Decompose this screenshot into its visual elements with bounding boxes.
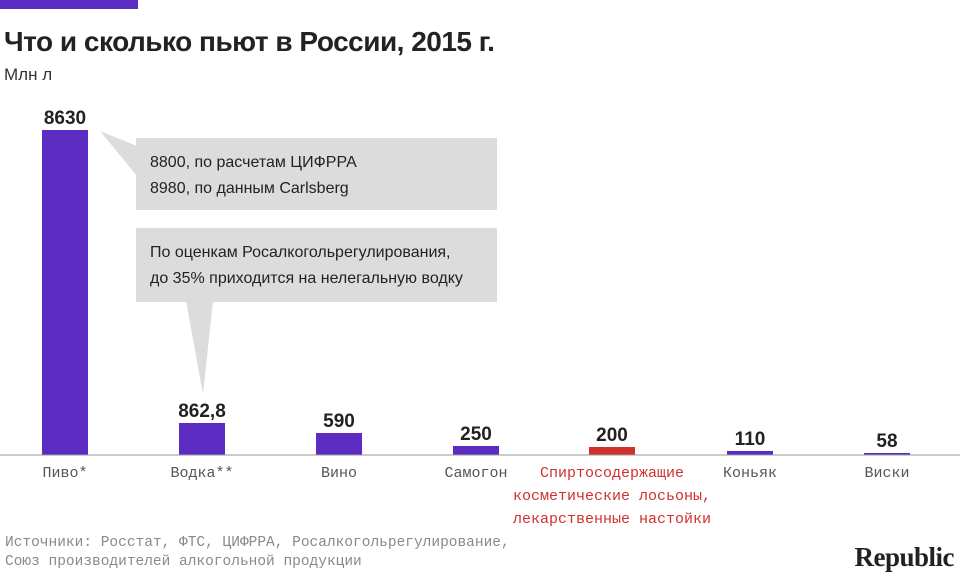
value-label-3: 250 bbox=[460, 424, 492, 445]
callout-beer-estimates: 8800, по расчетам ЦИФРРА 8980, по данным… bbox=[136, 138, 497, 210]
callout-1-pointer bbox=[100, 131, 137, 176]
value-label-6: 58 bbox=[876, 431, 897, 452]
category-label-4-line-2: лекарственные настойки bbox=[513, 511, 711, 528]
value-label-4: 200 bbox=[596, 425, 628, 446]
bar-0 bbox=[42, 130, 88, 455]
bar-2 bbox=[316, 433, 362, 455]
bar-6 bbox=[864, 453, 910, 455]
sources-note: Источники: Росстат, ФТС, ЦИФРРА, Росалко… bbox=[5, 534, 510, 572]
category-label-2: Вино bbox=[321, 465, 357, 482]
bar-5 bbox=[727, 451, 773, 455]
callout-vodka-line-1: По оценкам Росалкогольрегулирования, bbox=[150, 244, 451, 261]
value-label-0: 8630 bbox=[44, 108, 86, 129]
callout-beer-line-2: 8980, по данным Carlsberg bbox=[150, 180, 349, 197]
category-label-6: Виски bbox=[864, 465, 909, 482]
sources-line-1: Источники: Росстат, ФТС, ЦИФРРА, Росалко… bbox=[5, 535, 510, 551]
category-label-1: Водка** bbox=[170, 465, 233, 482]
republic-logo: Republic bbox=[854, 542, 954, 572]
category-label-4-line-0: Спиртосодержащие bbox=[540, 465, 684, 482]
bars-group bbox=[42, 130, 910, 455]
chart-title: Что и сколько пьют в России, 2015 г. bbox=[4, 26, 495, 57]
category-label-0: Пиво* bbox=[42, 465, 87, 482]
bar-1 bbox=[179, 423, 225, 455]
category-label-5: Коньяк bbox=[723, 465, 777, 482]
callout-2-pointer bbox=[186, 301, 213, 394]
bar-4 bbox=[589, 447, 635, 455]
value-label-2: 590 bbox=[323, 411, 355, 432]
sources-line-2: Союз производителей алкогольной продукци… bbox=[5, 554, 362, 570]
bar-3 bbox=[453, 446, 499, 455]
unit-label: Млн л bbox=[4, 65, 53, 84]
category-label-3: Самогон bbox=[444, 465, 507, 482]
value-label-5: 110 bbox=[735, 429, 766, 450]
callout-vodka-illegal: По оценкам Росалкогольрегулирования, до … bbox=[136, 228, 497, 302]
labels-group: 8630 Пиво* 862,8 Водка** 590 Вино 250 Самогон 20… bbox=[42, 108, 909, 528]
callout-vodka-line-2: до 35% приходится на нелегальную водку bbox=[150, 270, 463, 287]
callout-beer-line-1: 8800, по расчетам ЦИФРРА bbox=[150, 154, 357, 171]
value-label-1: 862,8 bbox=[178, 401, 226, 422]
accent-bar bbox=[0, 0, 138, 9]
category-label-4-line-1: косметические лосьоны, bbox=[513, 488, 711, 505]
